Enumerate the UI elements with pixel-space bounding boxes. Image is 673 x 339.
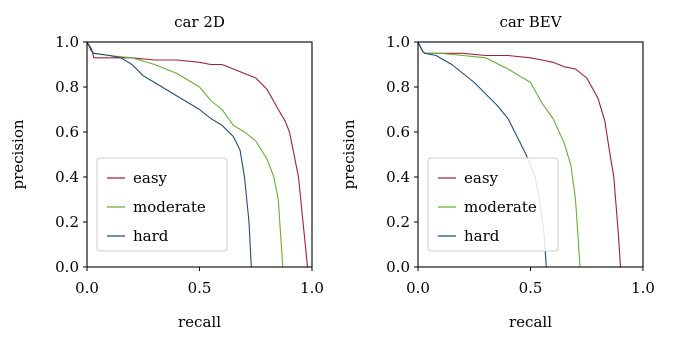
x-tick-label: 1.0 [631, 279, 655, 297]
legend: easy moderate hard [427, 157, 559, 252]
y-axis-label: precision [9, 119, 27, 189]
chart-panel-1: car 2D 0.0 0.5 1.0 0.0 0.2 0.4 0.6 0.8 1.0 recall p… [9, 13, 324, 331]
y-tick-label: 0.6 [55, 123, 79, 141]
legend-label-easy: easy [133, 169, 168, 187]
x-tick-label: 0.5 [519, 279, 543, 297]
x-axis-label: recall [178, 313, 221, 331]
y-tick-label: 1.0 [386, 33, 410, 51]
y-tick-label: 0.8 [55, 78, 79, 96]
x-tick-label: 0.0 [75, 279, 99, 297]
y-tick-label: 0.6 [386, 123, 410, 141]
y-tick-label: 1.0 [55, 33, 79, 51]
y-axis-label: precision [340, 119, 358, 189]
x-tick-label: 0.5 [188, 279, 212, 297]
x-tick-label: 0.0 [406, 279, 430, 297]
legend-label-moderate: moderate [464, 198, 537, 216]
y-tick-label: 0.0 [55, 258, 79, 276]
legend-label-hard: hard [133, 227, 169, 245]
y-tick-label: 0.2 [386, 213, 410, 231]
y-tick-label: 0.2 [55, 213, 79, 231]
legend-label-hard: hard [464, 227, 500, 245]
chart-panel-2: car BEV 0.0 0.5 1.0 0.0 0.2 0.4 0.6 0.8 1.0 recall… [340, 13, 655, 331]
x-tick-label: 1.0 [300, 279, 324, 297]
y-tick-label: 0.8 [386, 78, 410, 96]
y-tick-label: 0.0 [386, 258, 410, 276]
chart-title: car BEV [499, 13, 562, 31]
legend-label-moderate: moderate [133, 198, 206, 216]
series-line-moderate [417, 41, 581, 268]
series-line-hard [86, 41, 252, 268]
legend-box [96, 157, 228, 252]
y-tick-label: 0.4 [55, 168, 79, 186]
legend-label-easy: easy [464, 169, 499, 187]
series-line-easy [86, 41, 309, 268]
chart-title: car 2D [174, 13, 225, 31]
legend-box [427, 157, 559, 252]
y-tick-label: 0.4 [386, 168, 410, 186]
legend: easy moderate hard [96, 157, 228, 252]
x-axis-label: recall [509, 313, 552, 331]
